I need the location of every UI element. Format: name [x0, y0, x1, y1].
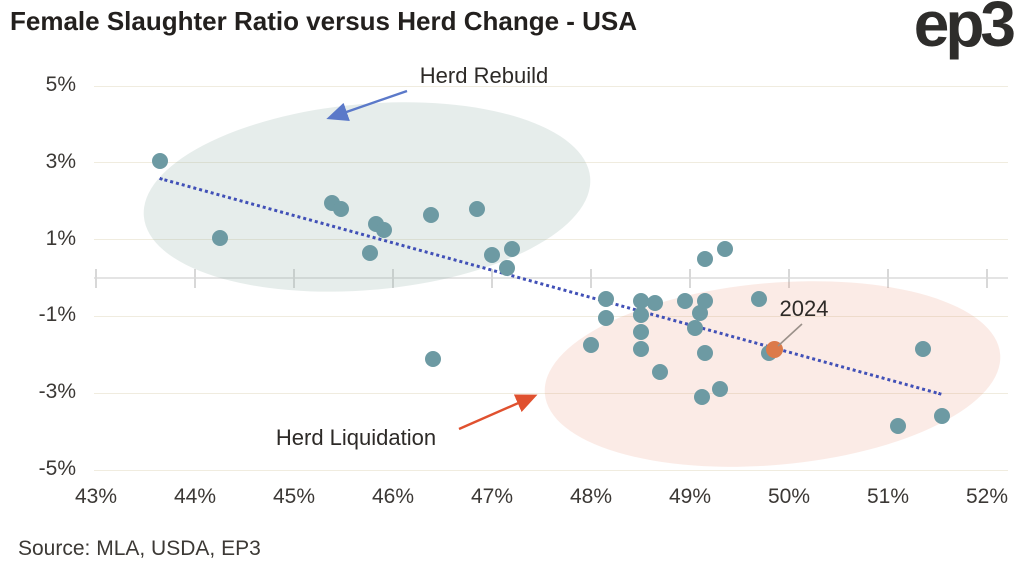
- x-axis-tick-label: 45%: [272, 485, 316, 508]
- x-axis-tick-label: 47%: [470, 485, 514, 508]
- data-point: [889, 417, 906, 434]
- data-point: [469, 200, 486, 217]
- x-axis-tick-label: 44%: [173, 485, 217, 508]
- x-axis-tick-label: 48%: [569, 485, 613, 508]
- rebuild-region-ellipse: [135, 84, 598, 310]
- x-axis-tick: [590, 269, 592, 288]
- gridline-y: [94, 392, 1008, 394]
- liquidation-region-label: Herd Liquidation: [275, 425, 437, 450]
- data-point: [484, 247, 500, 263]
- y-axis-tick-label: -1%: [38, 303, 76, 327]
- x-axis-tick: [788, 269, 790, 288]
- data-point: [376, 222, 393, 238]
- rebuild-region-label: Herd Rebuild: [419, 63, 549, 88]
- data-point: [152, 152, 169, 169]
- ep3-logo: ep3: [913, 0, 1016, 60]
- data-point: [693, 389, 710, 405]
- data-point: [711, 381, 728, 398]
- gridline-y: [94, 239, 1008, 241]
- x-axis-tick: [194, 269, 196, 288]
- data-point: [597, 291, 614, 308]
- data-point: [632, 306, 649, 323]
- gridline-y: [94, 85, 1008, 87]
- data-point: [211, 229, 228, 246]
- data-point: [914, 341, 931, 357]
- gridline-y: [94, 469, 1008, 471]
- x-axis-tick-label: 46%: [371, 485, 415, 508]
- y-axis-tick-label: 3%: [45, 149, 76, 173]
- data-point: [362, 245, 379, 261]
- data-point: [647, 295, 664, 311]
- y-axis-tick-label: -5%: [38, 457, 76, 480]
- data-point: [498, 260, 515, 277]
- x-axis-tick: [491, 269, 493, 288]
- data-point: [696, 344, 713, 361]
- data-point: [652, 364, 669, 381]
- data-point: [632, 341, 649, 357]
- data-point: [583, 337, 599, 354]
- data-point: [424, 350, 441, 367]
- data-point: [934, 408, 951, 425]
- data-point: [696, 250, 713, 267]
- x-axis-tick: [986, 269, 988, 288]
- data-point: [686, 319, 703, 336]
- x-axis-tick: [95, 269, 97, 288]
- data-point: [677, 293, 694, 309]
- x-axis-tick-label: 49%: [668, 485, 712, 508]
- data-point: [503, 241, 520, 258]
- data-point: [632, 323, 649, 340]
- x-axis-tick-label: 50%: [767, 485, 811, 508]
- chart-title: Female Slaughter Ratio versus Herd Chang…: [10, 6, 638, 36]
- source-note: Source: MLA, USDA, EP3: [18, 537, 261, 560]
- data-point-2024: [765, 340, 783, 358]
- x-axis-tick: [689, 269, 691, 288]
- x-axis-tick-label: 51%: [866, 485, 910, 508]
- gridline-y: [94, 315, 1008, 317]
- data-point: [716, 241, 733, 258]
- data-point: [422, 206, 439, 223]
- y-axis-tick-label: 1%: [45, 226, 76, 250]
- data-point: [332, 200, 349, 217]
- data-point: [751, 291, 768, 308]
- data-point: [696, 293, 713, 309]
- x-axis-line: [94, 277, 1008, 279]
- x-axis-tick: [887, 269, 889, 288]
- x-axis-tick-label: 52%: [965, 485, 1009, 508]
- x-axis-tick-label: 43%: [74, 485, 118, 508]
- x-axis-tick: [293, 269, 295, 288]
- gridline-y: [94, 162, 1008, 164]
- y-axis-tick-label: 5%: [45, 73, 76, 96]
- year-2024-label: 2024: [779, 296, 829, 321]
- y-axis-tick-label: -3%: [38, 380, 76, 404]
- data-point: [632, 293, 649, 309]
- data-point: [597, 310, 614, 327]
- x-axis-tick: [392, 269, 394, 288]
